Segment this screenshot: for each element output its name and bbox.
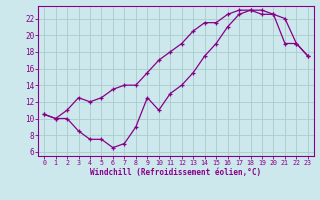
X-axis label: Windchill (Refroidissement éolien,°C): Windchill (Refroidissement éolien,°C) (91, 168, 261, 177)
